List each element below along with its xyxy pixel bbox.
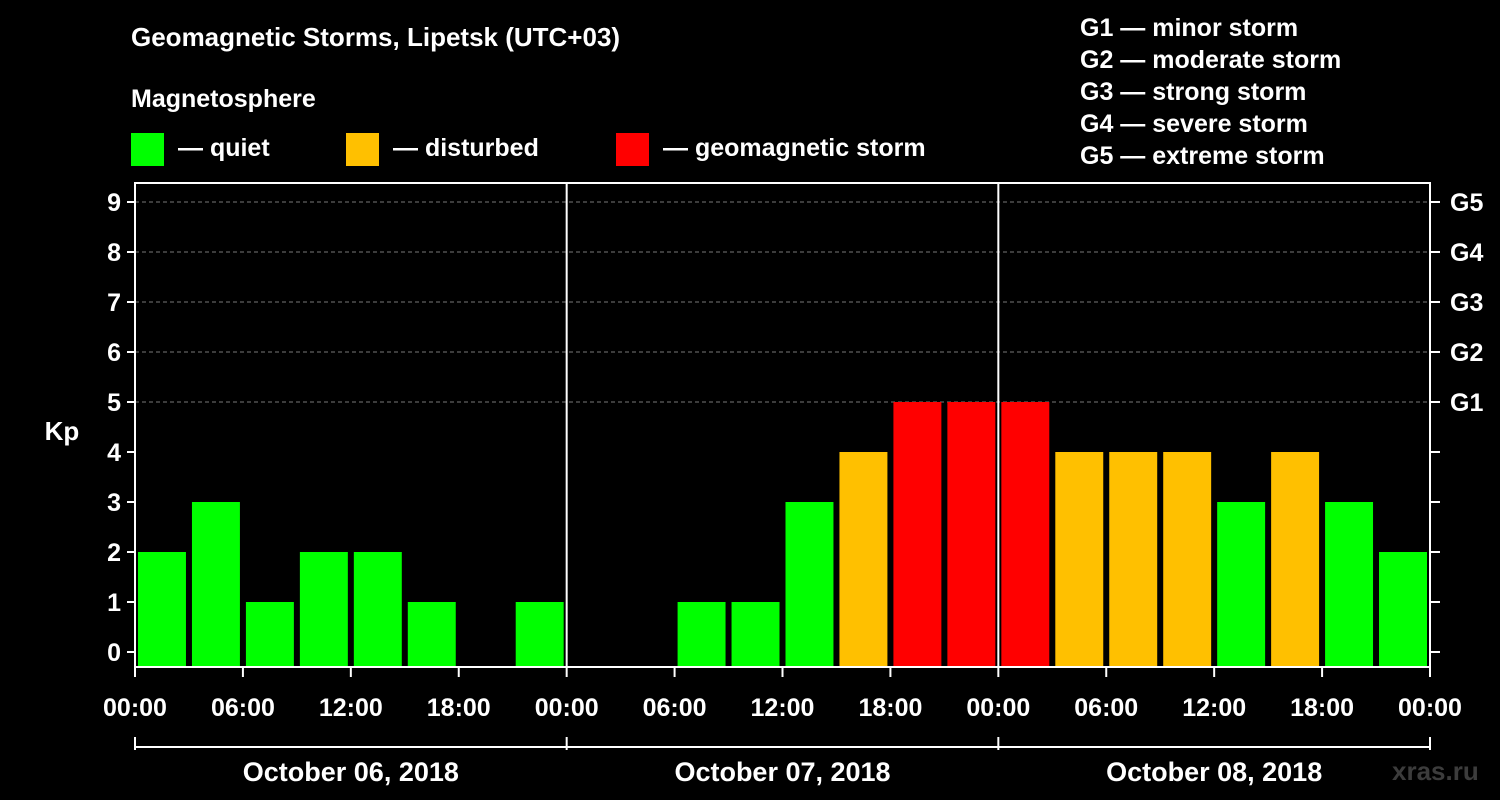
legend-disturbed-label: — disturbed	[393, 134, 539, 162]
ytick-label-8: 8	[107, 239, 121, 267]
bar-16	[1001, 402, 1050, 667]
ytick-label-9: 9	[107, 189, 121, 217]
bar-22	[1325, 502, 1374, 667]
xtick-label-1: 06:00	[211, 694, 275, 722]
bar-15	[947, 402, 996, 667]
xtick-label-12: 00:00	[1398, 694, 1462, 722]
bar-21	[1271, 452, 1320, 667]
right-tick-label-G5: G5	[1450, 189, 1483, 217]
bar-13	[839, 452, 888, 667]
xtick-label-9: 06:00	[1074, 694, 1138, 722]
legend-quiet-swatch	[131, 133, 164, 166]
bar-19	[1163, 452, 1212, 667]
xtick-label-5: 06:00	[643, 694, 707, 722]
xtick-label-2: 12:00	[319, 694, 383, 722]
legend-storm-swatch	[616, 133, 649, 166]
bar-20	[1217, 502, 1266, 667]
ytick-label-1: 1	[107, 589, 121, 617]
ytick-label-5: 5	[107, 389, 121, 417]
xtick-label-0: 00:00	[103, 694, 167, 722]
bar-11	[731, 602, 780, 667]
bar-23	[1379, 552, 1427, 667]
watermark: xras.ru	[1392, 756, 1479, 786]
bar-2	[245, 602, 294, 667]
ytick-label-7: 7	[107, 289, 121, 317]
bar-3	[299, 552, 348, 667]
xtick-label-6: 12:00	[751, 694, 815, 722]
right-tick-label-G3: G3	[1450, 289, 1483, 317]
ytick-label-3: 3	[107, 489, 121, 517]
chart-subtitle: Magnetosphere	[131, 85, 316, 113]
bar-17	[1055, 452, 1104, 667]
day-label-1: October 07, 2018	[674, 757, 890, 787]
ytick-label-6: 6	[107, 339, 121, 367]
bar-5	[407, 602, 456, 667]
storm-scale-g3: G3 — strong storm	[1080, 78, 1307, 106]
legend-quiet-label: — quiet	[178, 134, 270, 162]
storm-scale-g2: G2 — moderate storm	[1080, 46, 1342, 74]
legend-disturbed-swatch	[346, 133, 379, 166]
xtick-label-4: 00:00	[535, 694, 599, 722]
xtick-label-3: 18:00	[427, 694, 491, 722]
bar-1	[191, 502, 240, 667]
bar-18	[1109, 452, 1158, 667]
bar-7	[515, 602, 564, 667]
storm-scale-g5: G5 — extreme storm	[1080, 142, 1325, 170]
xtick-label-10: 12:00	[1182, 694, 1246, 722]
right-tick-label-G1: G1	[1450, 389, 1483, 417]
chart-title: Geomagnetic Storms, Lipetsk (UTC+03)	[131, 22, 621, 52]
ytick-label-0: 0	[107, 639, 121, 667]
xtick-label-11: 18:00	[1290, 694, 1354, 722]
right-tick-label-G4: G4	[1450, 239, 1483, 267]
ytick-label-4: 4	[107, 439, 121, 467]
storm-scale-g1: G1 — minor storm	[1080, 14, 1299, 42]
storm-scale-g4: G4 — severe storm	[1080, 110, 1308, 138]
bar-12	[785, 502, 834, 667]
bar-0	[138, 552, 186, 667]
bar-10	[677, 602, 726, 667]
right-tick-label-G2: G2	[1450, 339, 1483, 367]
day-label-2: October 08, 2018	[1106, 757, 1322, 787]
bar-4	[353, 552, 402, 667]
y-axis-label: Kp	[45, 416, 80, 446]
xtick-label-7: 18:00	[858, 694, 922, 722]
legend-storm-label: — geomagnetic storm	[663, 134, 926, 162]
day-label-0: October 06, 2018	[243, 757, 459, 787]
ytick-label-2: 2	[107, 539, 121, 567]
xtick-label-8: 00:00	[966, 694, 1030, 722]
bar-14	[893, 402, 942, 667]
